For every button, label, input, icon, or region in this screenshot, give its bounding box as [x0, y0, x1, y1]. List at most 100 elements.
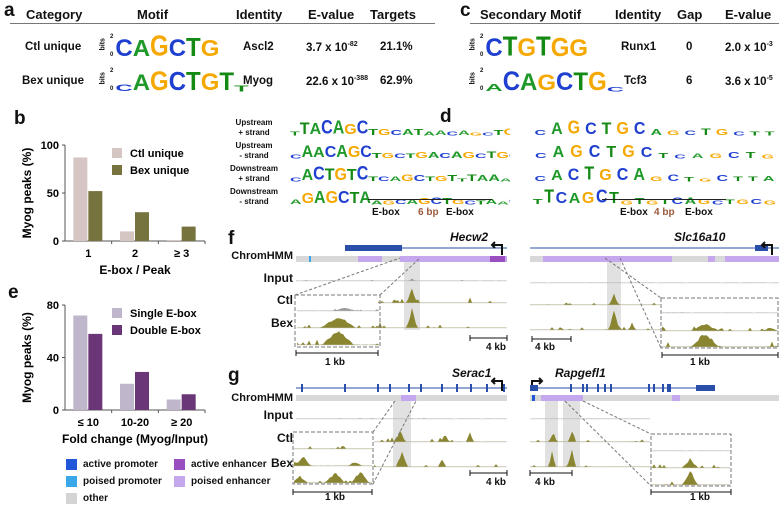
- logo-letter: A: [290, 199, 302, 205]
- logo-letter: A: [488, 173, 500, 182]
- logo-letter: C: [667, 173, 680, 182]
- logo-letter: T: [660, 198, 670, 205]
- logo-letter: G: [344, 121, 357, 136]
- highlight-region: [393, 401, 411, 467]
- x-axis-label: E-box / Peak: [99, 263, 171, 277]
- logo-letter: T: [609, 190, 619, 205]
- logo-letter: G: [761, 153, 774, 159]
- track-label-bex: Bex: [270, 456, 293, 470]
- table-a-rule: [10, 23, 435, 24]
- logo-letter: T: [493, 129, 504, 136]
- ebox-label: E-box: [446, 207, 474, 218]
- logo-letter: T: [186, 32, 201, 63]
- evalue-base: 3.6 x 10: [725, 75, 767, 88]
- logo-letter: A: [132, 35, 151, 62]
- track-label-input: Input: [263, 408, 293, 422]
- logo-letter: A: [301, 143, 314, 159]
- logo-letter: G: [325, 188, 339, 205]
- logo-letter: C: [321, 118, 333, 136]
- logo-letter: C: [390, 129, 403, 136]
- evalue-exponent: -82: [347, 41, 358, 48]
- gene-serac1-exon: [441, 384, 443, 392]
- logo-letter: T: [658, 152, 669, 159]
- logo-letter: C: [534, 129, 547, 136]
- logo-letter: G: [616, 119, 629, 136]
- swatch: [174, 476, 185, 487]
- logo-letter: A: [427, 151, 440, 159]
- header-evalue: E-value: [725, 7, 772, 22]
- logo-letter: G: [622, 142, 635, 159]
- logo-letter: G: [401, 173, 414, 182]
- logo-letter: G: [570, 142, 583, 159]
- logo-letter: C: [671, 196, 684, 205]
- bar-bex-unique: [135, 212, 149, 241]
- logo-letter: G: [462, 151, 475, 159]
- evalue-exponent: -388: [353, 75, 368, 82]
- legend-swatch: [112, 148, 122, 158]
- logo-letter: G: [150, 66, 169, 97]
- evalue-exponent: -5: [766, 75, 773, 82]
- logo-letter: C: [356, 164, 369, 182]
- logo-letter: G: [667, 130, 680, 136]
- logo-letter: C: [674, 154, 686, 159]
- header-category: Category: [26, 7, 83, 22]
- y-tick-label: 50: [47, 188, 59, 200]
- ebox-label: E-box: [372, 207, 400, 218]
- logo-letter: T: [324, 166, 335, 182]
- logo-letter: C: [115, 83, 133, 94]
- y-tick-label: 80: [47, 300, 59, 312]
- x-tick-label: 10-20: [121, 417, 149, 429]
- logo-letter: A: [423, 131, 435, 136]
- logo-letter: C: [378, 176, 390, 182]
- header-identity: Identity: [615, 7, 662, 22]
- logo-letter: C: [482, 132, 494, 136]
- row-category: Ctl unique: [25, 41, 82, 53]
- logo-letter: T: [745, 151, 756, 159]
- logo-letter: G: [469, 132, 483, 136]
- chromhmm-state: [490, 256, 505, 262]
- logo-letter: A: [691, 153, 704, 159]
- logo-letter: T: [371, 152, 382, 159]
- logo-letter: T: [747, 176, 758, 182]
- row-identity: Myog: [243, 75, 274, 87]
- gene-serac1-exon: [420, 384, 422, 392]
- chromhmm-state: [543, 256, 672, 262]
- logo-letter: C: [616, 165, 629, 182]
- logo-letter: T: [733, 176, 743, 182]
- evalue-base: 3.7 x 10: [306, 41, 348, 54]
- bar-single-e-box: [120, 383, 134, 410]
- logo-letter: A: [551, 168, 563, 182]
- evalue-base: 2.0 x 10: [725, 41, 767, 54]
- logo-letter: T: [457, 178, 467, 182]
- logo-letter: T: [486, 150, 497, 159]
- scale-bar-1kb: [295, 350, 379, 356]
- header-motif: Motif: [137, 7, 169, 22]
- scale-4kb: 4 kb: [486, 342, 507, 353]
- logo-letter: T: [584, 164, 595, 182]
- logo-letter: T: [349, 190, 360, 205]
- swatch: [66, 493, 77, 504]
- logo-letter: G: [503, 127, 510, 136]
- bex-signal: [652, 471, 730, 485]
- logo-letter: T: [466, 173, 477, 182]
- logo-letter: C: [716, 173, 729, 182]
- logo-letter: A: [551, 120, 563, 136]
- logo-letter: T: [544, 187, 554, 205]
- gene-rapgefl1-exon: [648, 384, 650, 392]
- logo-letter: A: [497, 201, 509, 205]
- logo-letter: G: [496, 151, 509, 159]
- zoom-guide-line: [604, 257, 662, 299]
- scale-1kb: 1 kb: [690, 357, 711, 368]
- legend-other: other: [66, 493, 108, 504]
- logo-letter: C: [413, 174, 426, 182]
- legend-label: other: [83, 493, 108, 504]
- gene-serac1-exon: [486, 384, 488, 392]
- logo-letter: T: [186, 67, 201, 97]
- logo-letter: G: [537, 71, 557, 96]
- logo-letter: C: [394, 198, 407, 205]
- ctl-signal: [374, 430, 507, 442]
- chromhmm-state: [532, 395, 535, 401]
